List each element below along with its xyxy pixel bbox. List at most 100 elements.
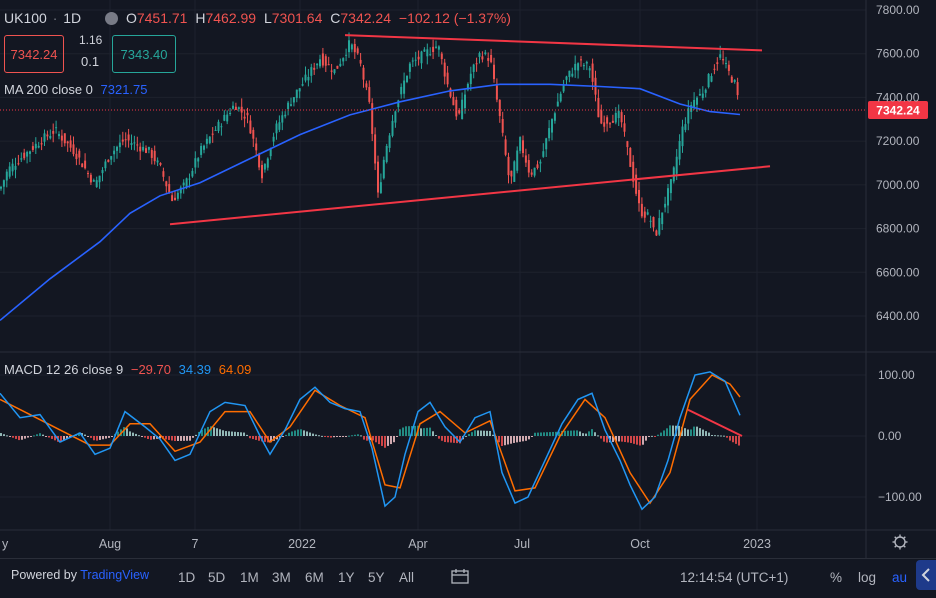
histogram-bar <box>357 434 359 436</box>
candle <box>301 77 304 87</box>
candle-body <box>95 180 98 187</box>
histogram-bar <box>711 434 713 436</box>
candle-body <box>298 88 301 92</box>
timeframe-6m[interactable]: 6M <box>305 570 324 585</box>
auto-toggle[interactable]: au <box>892 570 908 585</box>
candle-body <box>11 163 14 172</box>
candle-body <box>81 163 84 168</box>
sell-button[interactable]: 7342.24 <box>4 35 64 73</box>
candle-body <box>345 54 348 56</box>
time-tick-label: 7 <box>192 537 199 551</box>
high-value: 7462.99 <box>205 10 257 26</box>
clock[interactable]: 12:14:54 (UTC+1) <box>680 570 789 585</box>
candle-body <box>484 52 487 55</box>
candle <box>562 79 565 94</box>
macd-legend[interactable]: MACD 12 26 close 9 −29.70 34.39 64.09 <box>4 362 251 377</box>
histogram-bar <box>423 428 425 436</box>
histogram-bar <box>141 436 143 437</box>
timeframe-all[interactable]: All <box>399 570 415 585</box>
candle <box>504 135 507 157</box>
histogram-bar <box>591 429 593 436</box>
candle-body <box>49 135 52 139</box>
candle <box>458 108 461 115</box>
collapse-panel-button[interactable] <box>916 560 936 590</box>
histogram-bar <box>597 435 599 437</box>
timeframe-1y[interactable]: 1Y <box>338 570 355 585</box>
histogram-bar <box>654 436 656 437</box>
candle-body <box>8 166 11 177</box>
candle <box>403 72 406 99</box>
timeframe-3m[interactable]: 3M <box>272 570 291 585</box>
symbol-legend[interactable]: UK100 · 1D O7451.71 H7462.99 L7301.64 C7… <box>4 10 511 26</box>
histogram-bar <box>78 432 80 436</box>
candle-body <box>539 161 542 164</box>
candle-body <box>606 117 609 124</box>
histogram-bar <box>147 436 149 440</box>
candle <box>162 167 165 182</box>
candle-body <box>452 96 455 106</box>
candle <box>350 43 353 53</box>
timeframe-1d[interactable]: 1D <box>178 570 196 585</box>
candle <box>661 212 664 231</box>
histogram-bar <box>648 436 650 437</box>
histogram-bar <box>717 435 719 437</box>
candle-body <box>643 211 646 218</box>
timeframe-5y[interactable]: 5Y <box>368 570 385 585</box>
buy-button[interactable]: 7343.40 <box>112 35 176 73</box>
macd-label: MACD 12 26 close 9 <box>4 362 124 377</box>
histogram-bar <box>237 432 239 436</box>
candle-body <box>551 119 553 133</box>
time-tick-label: Jul <box>514 537 530 551</box>
candle <box>58 131 60 140</box>
timeframe-1m[interactable]: 1M <box>240 570 259 585</box>
candle <box>165 180 168 193</box>
price-tick-label: 7600.00 <box>876 47 920 61</box>
candle-body <box>374 134 377 164</box>
histogram-bar <box>657 434 659 436</box>
log-toggle[interactable]: log <box>858 570 877 585</box>
candle <box>652 216 655 232</box>
candle <box>127 128 130 148</box>
candle <box>223 110 226 122</box>
market-status-icon[interactable] <box>105 12 119 25</box>
histogram-bar <box>630 436 632 443</box>
candle-body <box>304 74 307 81</box>
ma-legend[interactable]: MA 200 close 0 7321.75 <box>4 82 148 97</box>
candle-body <box>84 160 87 169</box>
candle-body <box>66 141 69 144</box>
candle-body <box>327 64 330 66</box>
candle <box>440 51 443 65</box>
candle-body <box>29 151 31 154</box>
powered-by[interactable]: Powered by TradingView <box>11 568 149 582</box>
candle <box>568 70 571 83</box>
candle <box>220 123 223 136</box>
candle <box>658 209 661 236</box>
histogram-bar <box>159 436 161 439</box>
histogram-bar <box>525 436 527 441</box>
candle-body <box>269 148 272 157</box>
candle <box>66 140 69 152</box>
candle-body <box>675 156 678 174</box>
percent-toggle[interactable]: % <box>830 570 843 585</box>
candle <box>655 229 658 237</box>
settings-gear-icon[interactable] <box>892 534 908 550</box>
last-price-tag <box>868 101 928 120</box>
histogram-bar <box>627 436 629 443</box>
candle-body <box>678 141 681 160</box>
candle-body <box>696 97 698 105</box>
candle <box>406 75 408 84</box>
candle-body <box>104 161 107 169</box>
candle <box>63 133 66 147</box>
candle <box>461 92 464 120</box>
candle-body <box>730 76 733 83</box>
candle <box>432 39 435 60</box>
candle-body <box>658 218 661 235</box>
date-range-icon[interactable] <box>451 568 469 584</box>
histogram-bar <box>51 436 53 439</box>
histogram-bar <box>348 435 350 437</box>
histogram-bar <box>594 432 596 436</box>
timeframe-5d[interactable]: 5D <box>208 570 226 585</box>
candle <box>501 111 504 137</box>
candle-body <box>14 165 17 170</box>
